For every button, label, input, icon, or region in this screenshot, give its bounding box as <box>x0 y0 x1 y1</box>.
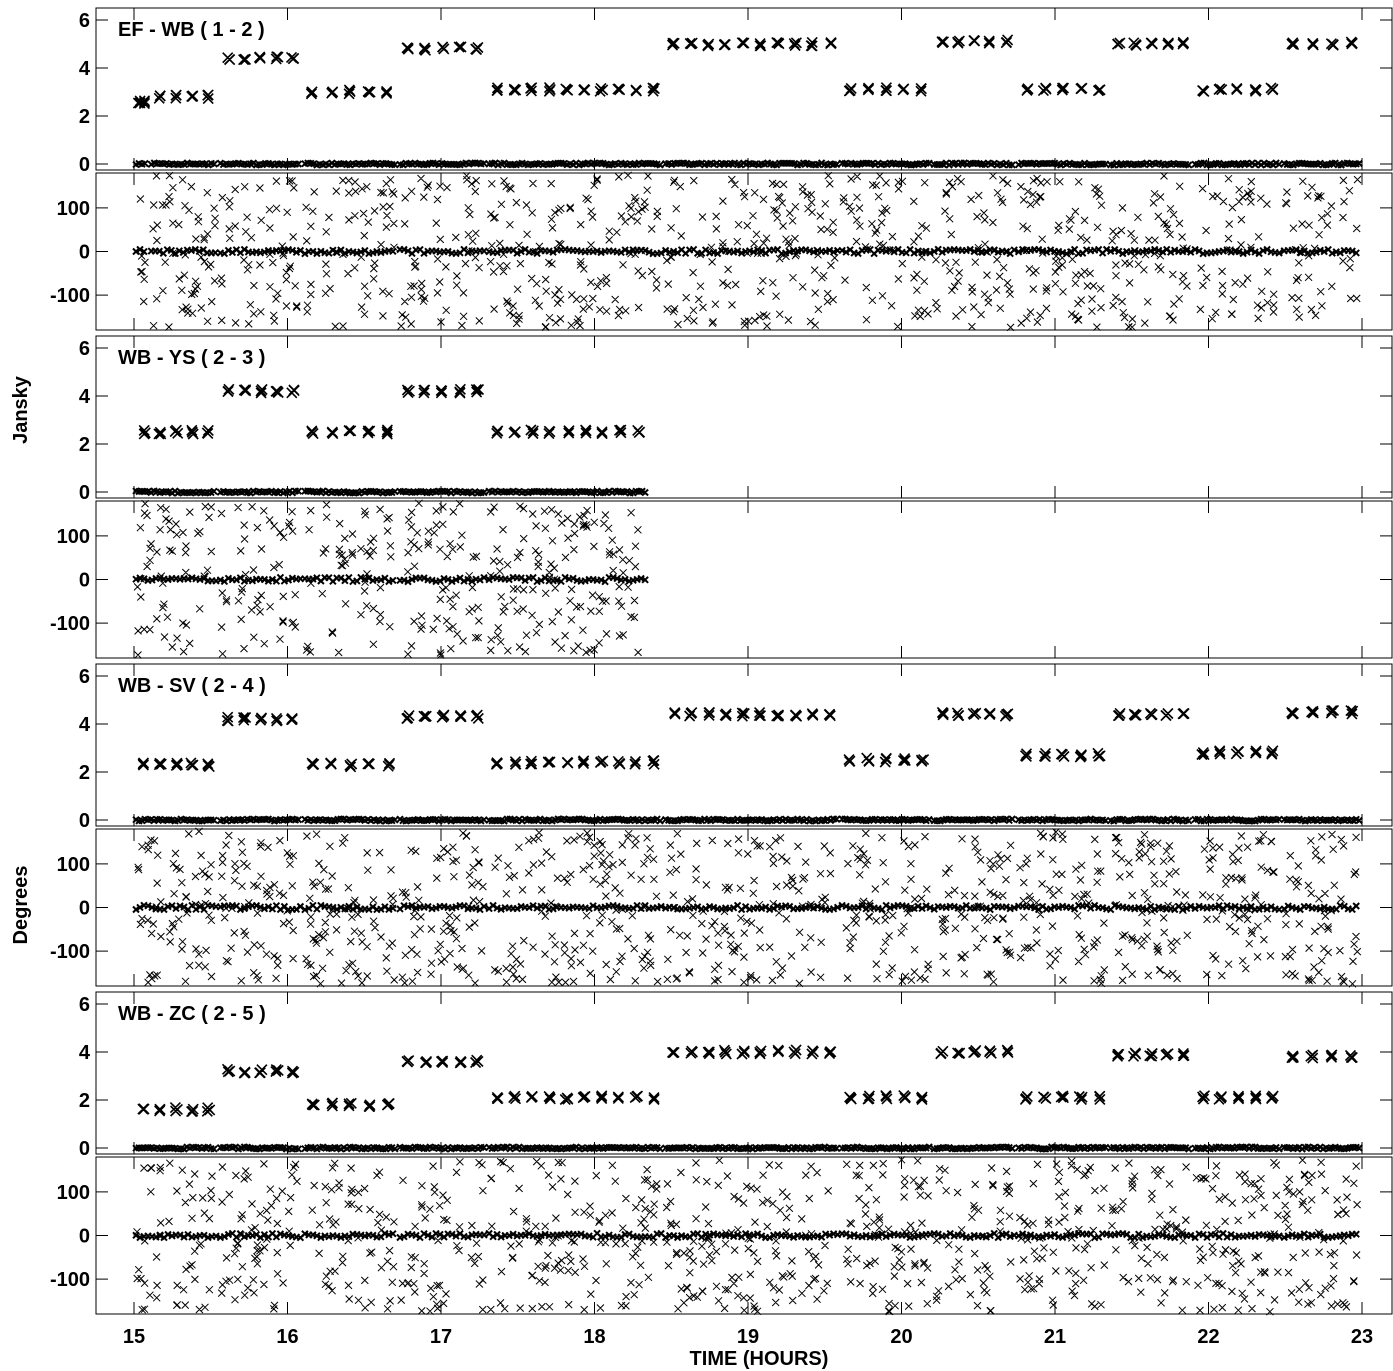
amplitude-tick-label: 6 <box>79 10 90 32</box>
baseline-panel: 0 2 4 6 100 0 -100 WB - YS ( 2 - 3 ) <box>50 335 1393 659</box>
phase-zero-band <box>132 245 1360 258</box>
x-tick-labels: 15 16 17 18 19 20 21 22 23 <box>123 1326 1373 1348</box>
phase-tick-label: 0 <box>79 1226 90 1248</box>
amplitude-tick-label: 0 <box>79 810 90 832</box>
amplitude-series <box>132 34 1358 110</box>
baseline-label: WB - ZC ( 2 - 5 ) <box>118 1003 266 1025</box>
amplitude-tick-label: 2 <box>79 1090 90 1112</box>
x-tick-label: 15 <box>123 1326 145 1348</box>
amplitude-series <box>138 383 646 440</box>
phase-tick-label: 0 <box>79 242 90 264</box>
zero-amplitude-band <box>132 1143 1363 1153</box>
x-tick-label: 18 <box>583 1326 605 1348</box>
x-tick-label: 16 <box>276 1326 298 1348</box>
amplitude-tick-label: 0 <box>79 154 90 176</box>
amplitude-tick-label: 4 <box>79 1042 91 1064</box>
jansky-axis-label: Jansky <box>10 375 32 444</box>
phase-tick-label: 100 <box>57 854 90 876</box>
baseline-label: WB - YS ( 2 - 3 ) <box>118 347 265 369</box>
amplitude-tick-label: 2 <box>79 762 90 784</box>
amplitude-tick-label: 6 <box>79 338 90 360</box>
amplitude-tick-label: 4 <box>79 58 91 80</box>
amplitude-frame <box>95 991 1393 1155</box>
phase-series <box>133 1155 1361 1316</box>
amplitude-tick-label: 0 <box>79 482 90 504</box>
amplitude-tick-label: 6 <box>79 666 90 688</box>
amplitude-frame <box>95 663 1393 827</box>
x-tick-label: 23 <box>1351 1326 1373 1348</box>
phase-tick-label: 100 <box>57 1182 90 1204</box>
amplitude-tick-label: 6 <box>79 994 90 1016</box>
phase-series <box>133 499 642 659</box>
phase-tick-label: -100 <box>50 285 90 307</box>
amplitude-tick-label: 0 <box>79 1138 90 1160</box>
phase-zero-band <box>132 901 1360 914</box>
degrees-axis-label: Degrees <box>10 866 32 945</box>
x-tick-label: 19 <box>737 1326 759 1348</box>
phase-tick-label: 100 <box>57 198 90 220</box>
phase-tick-label: 0 <box>79 898 90 920</box>
baseline-panel: 0 2 4 6 100 0 -100 WB - SV ( 2 - 4 ) <box>50 663 1393 988</box>
amplitude-tick-label: 4 <box>79 386 91 408</box>
phase-tick-label: -100 <box>50 613 90 635</box>
phase-tick-label: 0 <box>79 570 90 592</box>
baseline-panel: 0 2 4 6 100 0 -100 EF - WB ( 1 - 2 ) <box>50 7 1393 332</box>
phase-zero-band <box>132 1229 1360 1242</box>
phase-tick-label: 100 <box>57 526 90 548</box>
x-tick-label: 21 <box>1044 1326 1066 1348</box>
x-tick-label: 17 <box>430 1326 452 1348</box>
phase-zero-band <box>132 573 649 586</box>
panels-layer: 0 2 4 6 100 0 -100 EF - WB ( 1 - 2 ) 0 2 4 6 100 0 -10… <box>50 7 1393 1316</box>
x-tick-label: 22 <box>1197 1326 1219 1348</box>
amplitude-tick-label: 4 <box>79 714 91 736</box>
amplitude-tick-label: 2 <box>79 434 90 456</box>
phase-series <box>136 171 1362 332</box>
x-tick-label: 20 <box>890 1326 912 1348</box>
amplitude-frame <box>95 7 1393 171</box>
baseline-panel: 0 2 4 6 100 0 -100 WB - ZC ( 2 - 5 ) <box>50 991 1393 1316</box>
zero-amplitude-band <box>132 815 1363 825</box>
x-axis-label: TIME (HOURS) <box>690 1348 829 1370</box>
amplitude-series <box>137 1044 1358 1118</box>
phase-tick-label: -100 <box>50 1269 90 1291</box>
zero-amplitude-band <box>132 487 649 497</box>
phase-tick-label: -100 <box>50 941 90 963</box>
baseline-label: WB - SV ( 2 - 4 ) <box>118 675 266 697</box>
phase-series <box>134 827 1362 988</box>
zero-amplitude-band <box>132 159 1363 169</box>
baseline-label: EF - WB ( 1 - 2 ) <box>118 19 265 41</box>
amplitude-tick-label: 2 <box>79 106 90 128</box>
amplitude-frame <box>95 335 1393 499</box>
amplitude-series <box>137 704 1359 773</box>
